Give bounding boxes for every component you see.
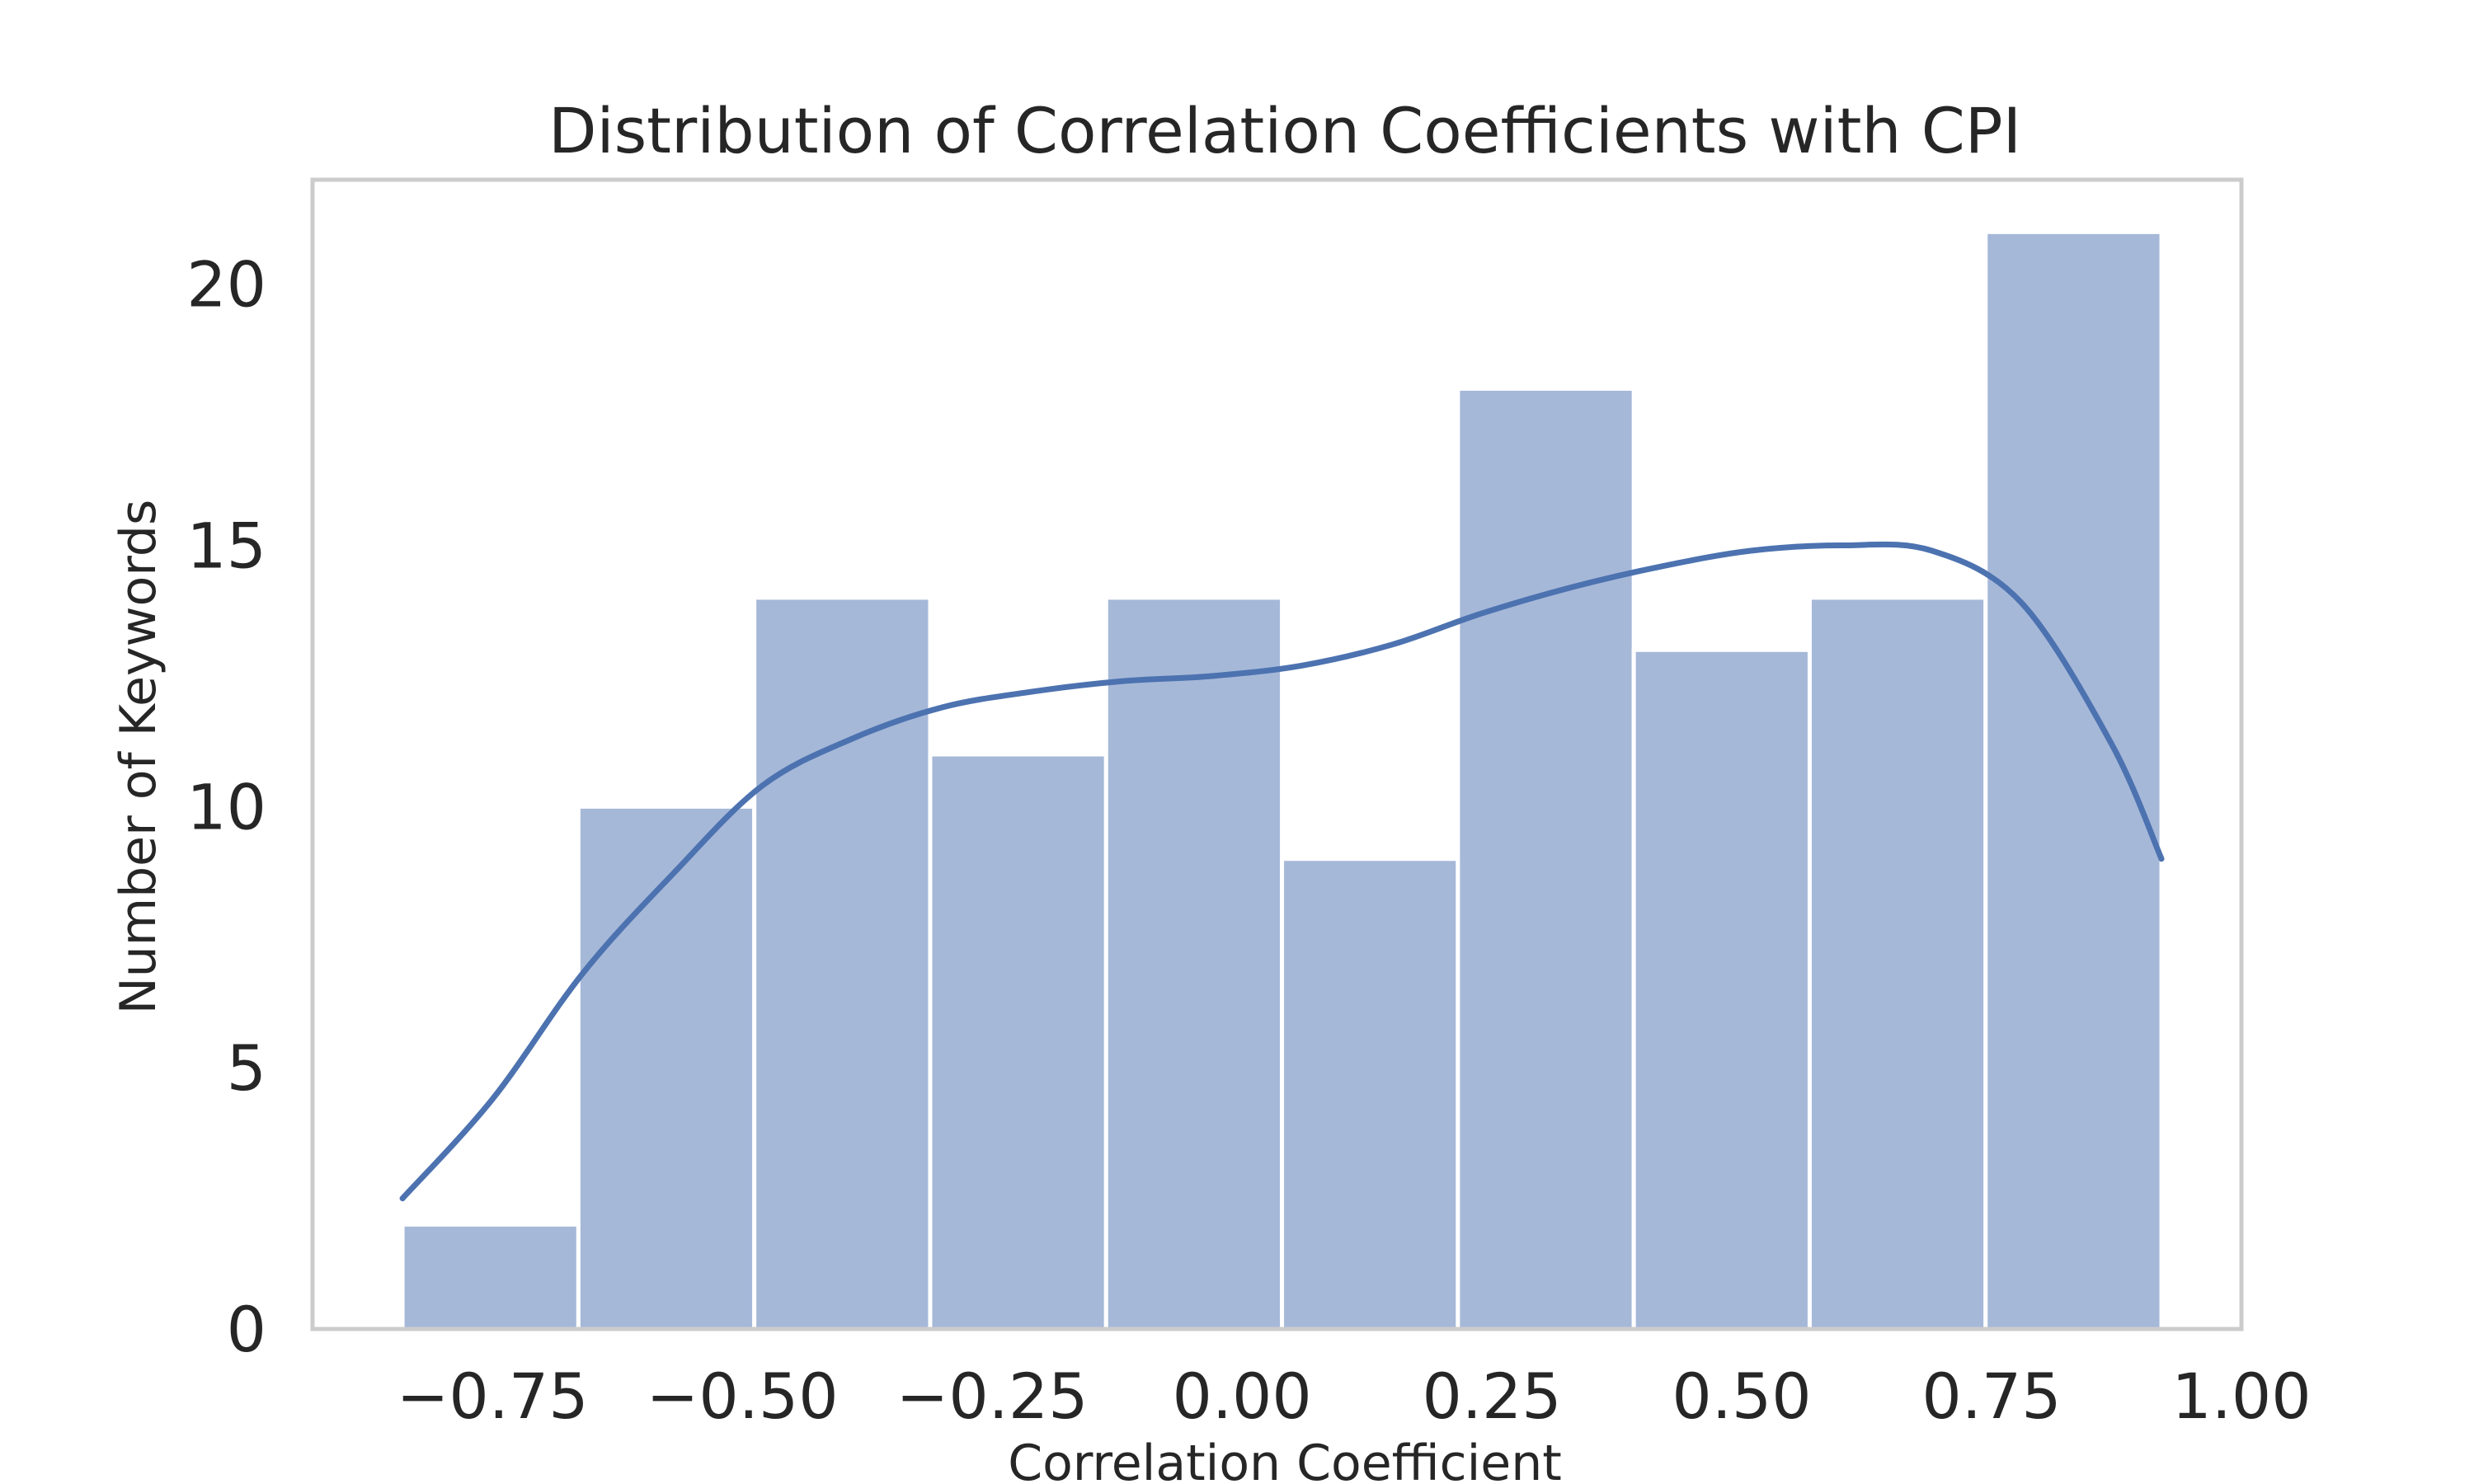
x-tick-label: −0.75: [397, 1360, 589, 1433]
y-tick-label: 10: [186, 770, 266, 843]
histogram-bar: [1103, 595, 1285, 1331]
y-tick-label: 15: [186, 510, 266, 583]
histogram-bar: [1807, 595, 1988, 1331]
x-tick-label: 1.00: [2171, 1360, 2311, 1433]
y-axis-label: Number of Keywords: [110, 500, 167, 1015]
histogram-bar: [1983, 229, 2164, 1331]
x-axis-label: Correlation Coefficient: [1008, 1435, 1562, 1484]
x-tick-label: 0.75: [1921, 1360, 2061, 1433]
x-tick-labels: −0.75 −0.50 −0.25 0.00 0.25 0.50 0.75 1.00: [397, 1360, 2312, 1433]
histogram-bar: [1456, 386, 1636, 1331]
kde-line: [399, 541, 2165, 1202]
histogram-bar: [1280, 857, 1460, 1331]
chart-title: Distribution of Correlation Coefficients…: [548, 94, 2021, 167]
kde-layer: [399, 541, 2165, 1202]
histogram-bar: [576, 804, 757, 1331]
x-tick-label: −0.25: [896, 1360, 1089, 1433]
histogram-bar: [752, 595, 933, 1331]
plot-frame: [310, 177, 2244, 1331]
x-tick-label: 0.00: [1172, 1360, 1311, 1433]
y-tick-labels: 0 5 10 15 20: [186, 248, 266, 1366]
histogram-bar: [1631, 647, 1812, 1331]
x-tick-label: −0.50: [647, 1360, 839, 1433]
y-tick-label: 5: [227, 1031, 266, 1105]
x-tick-label: 0.50: [1672, 1360, 1811, 1433]
histogram-bar: [928, 752, 1108, 1331]
x-tick-label: 0.25: [1422, 1360, 1561, 1433]
histogram-bar: [400, 1222, 581, 1331]
y-tick-label: 20: [186, 248, 266, 322]
y-tick-label: 0: [227, 1293, 266, 1366]
